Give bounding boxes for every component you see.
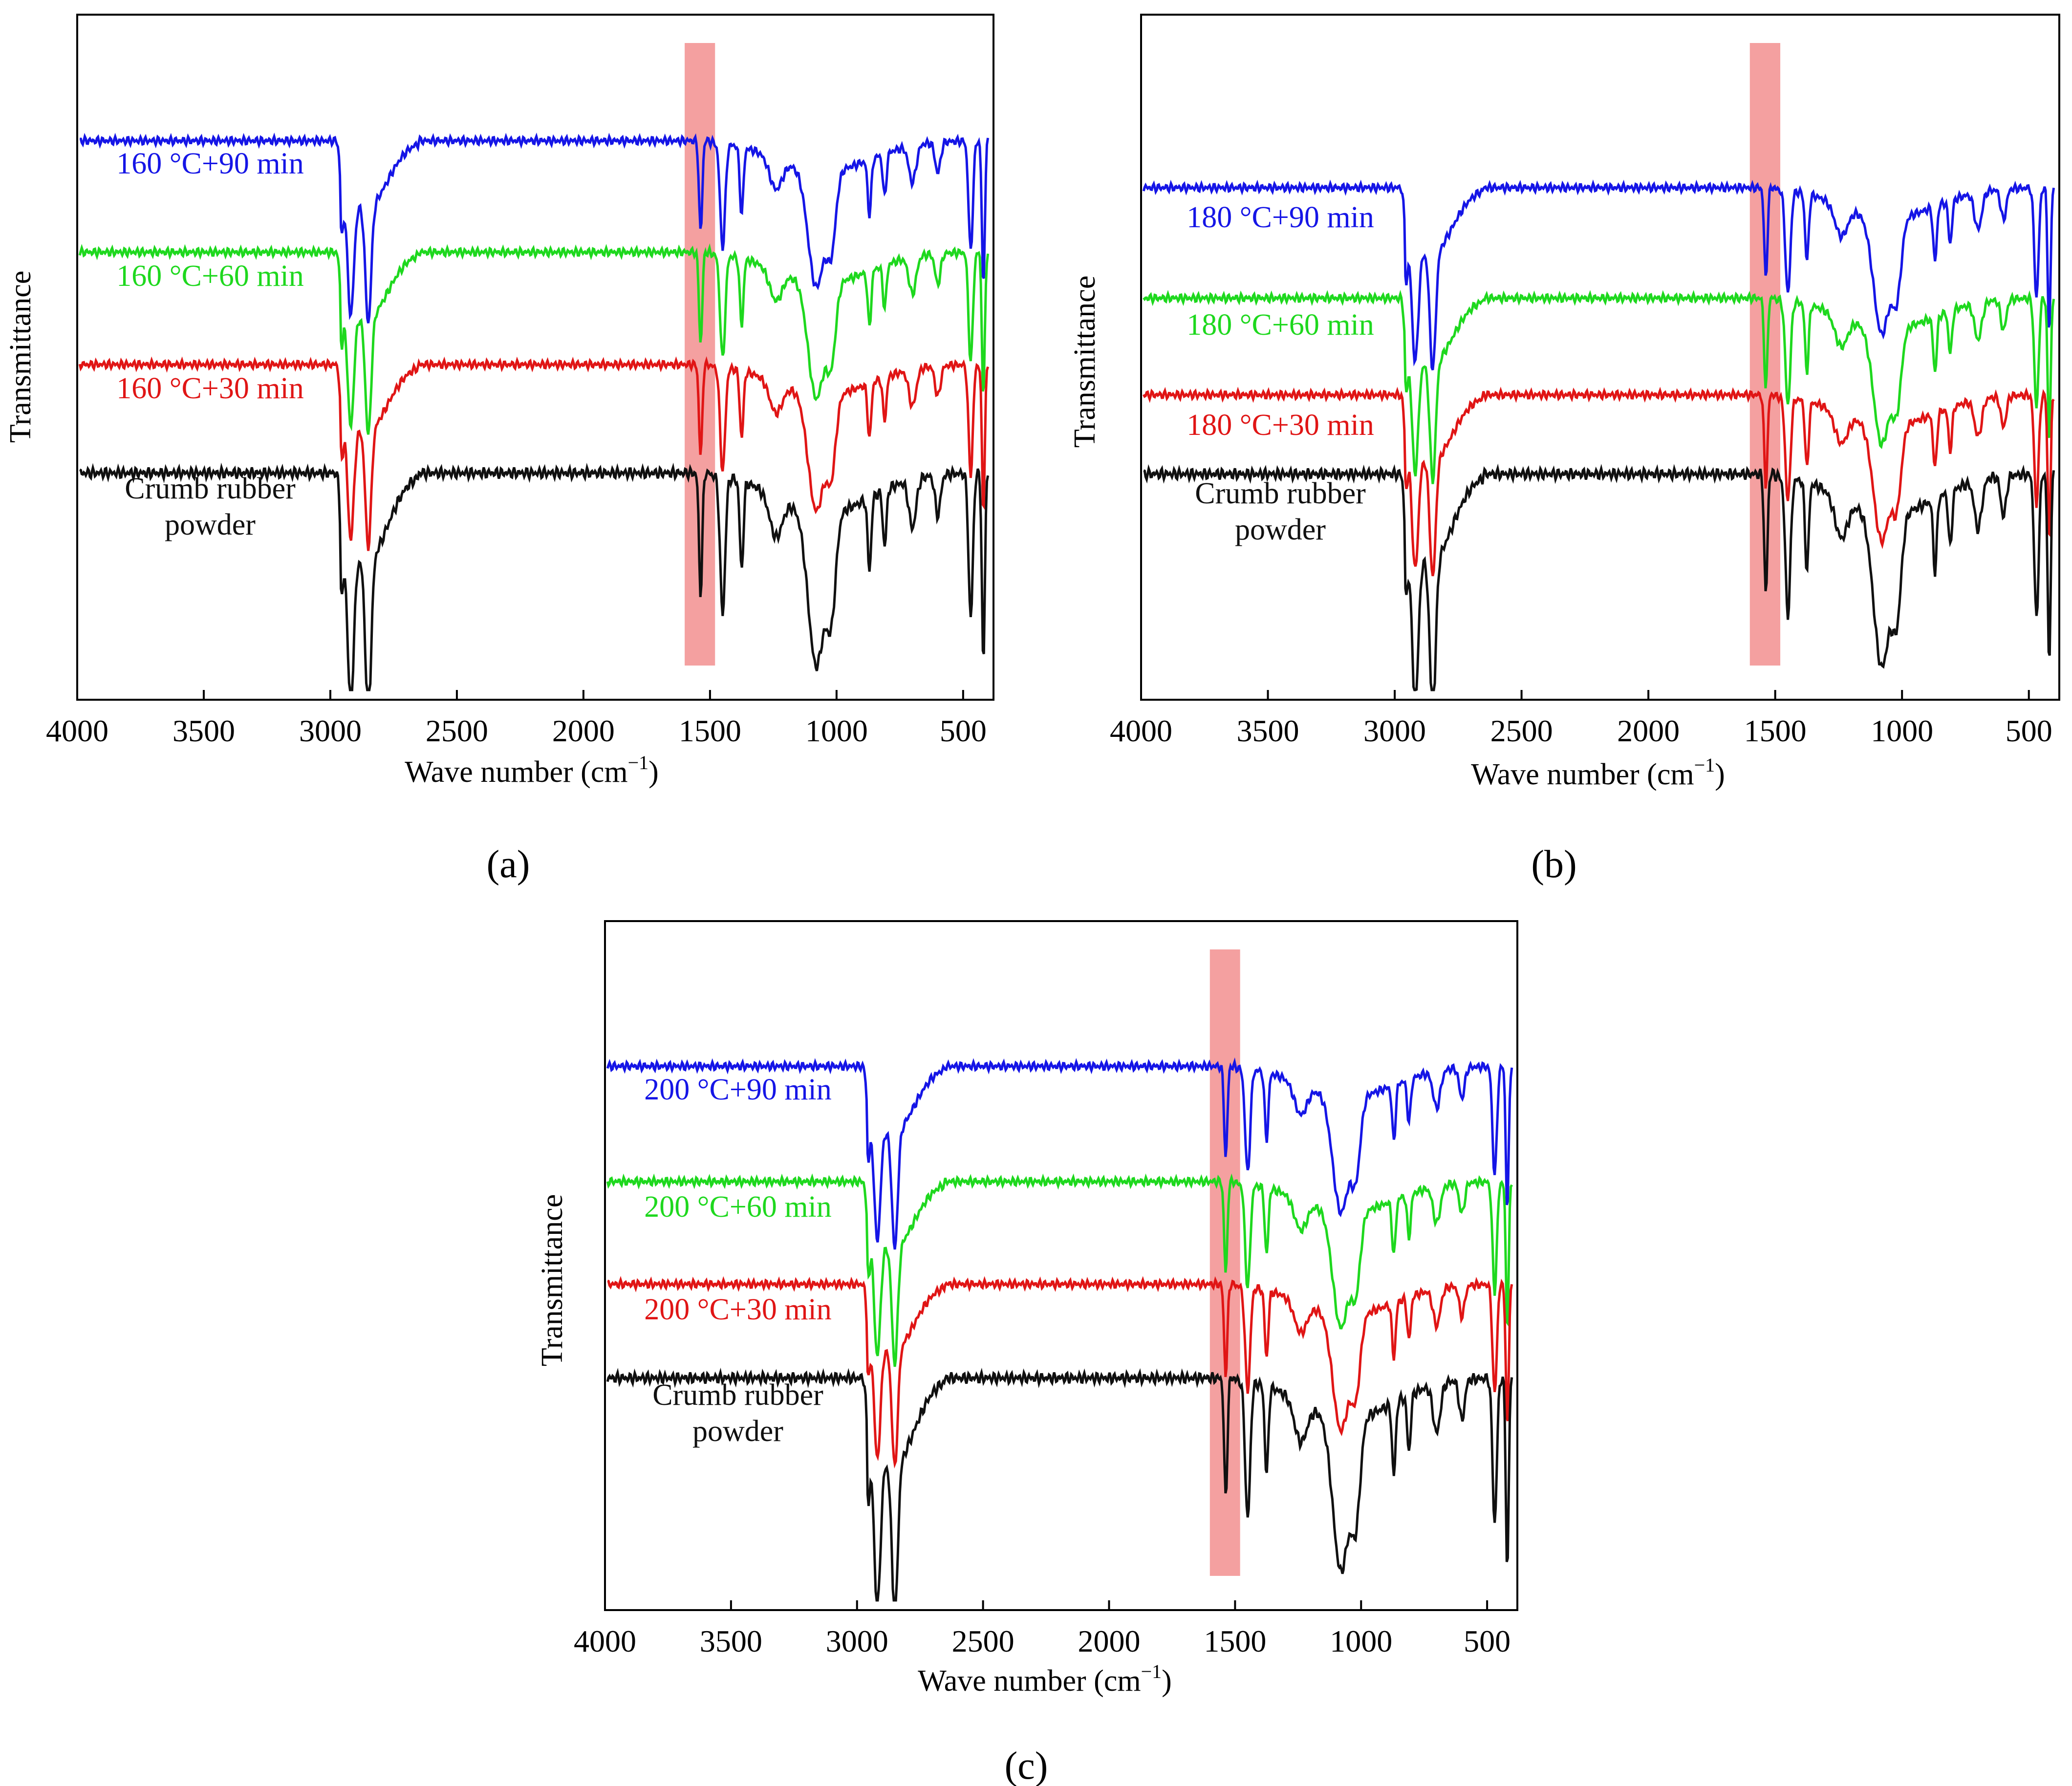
x-tick-label: 500: [1464, 1624, 1511, 1658]
plot-frame: [1140, 14, 2060, 701]
x-tick-label: 4000: [1110, 713, 1172, 748]
y-axis-label: Transmittance: [536, 1194, 569, 1366]
x-tick-label: 1000: [1871, 713, 1933, 748]
series-line-black: [1143, 463, 2055, 691]
x-tick-label: 500: [940, 713, 987, 748]
x-tick-label: 2500: [1490, 713, 1553, 748]
series-label: 200 °C+30 min: [644, 1293, 832, 1326]
x-tick-label: 3000: [299, 713, 362, 748]
x-tick-label: 2500: [426, 713, 488, 748]
series-line-green: [1143, 289, 2055, 484]
series-line-blue: [606, 1057, 1513, 1250]
x-tick-label: 1000: [1330, 1624, 1392, 1658]
x-tick-label: 500: [2006, 713, 2052, 748]
x-tick-label: 1500: [1204, 1624, 1266, 1658]
series-line-green: [78, 243, 990, 435]
x-tick-label: 3500: [173, 713, 235, 748]
panel-label: (c): [1005, 1744, 1048, 1786]
series-line-blue: [79, 132, 990, 323]
x-tick-label: 4000: [574, 1624, 636, 1658]
series-label: 200 °C+90 min: [644, 1073, 832, 1106]
x-tick-label: 3500: [1237, 713, 1299, 748]
series-label: 180 °C+60 min: [1187, 308, 1374, 342]
series-line-black: [606, 1367, 1513, 1602]
x-tick-label: 2000: [1078, 1624, 1140, 1658]
series-label: 160 °C+90 min: [116, 147, 304, 180]
x-axis-label: Wave number (cm−1): [405, 752, 659, 789]
x-tick-label: 2500: [952, 1624, 1014, 1658]
x-tick-label: 3500: [700, 1624, 762, 1658]
series-label: powder: [1235, 513, 1326, 546]
series-label: 160 °C+60 min: [116, 259, 304, 293]
series-label: powder: [692, 1415, 783, 1448]
chart-panel-2: 180 °C+90 min 180 °C+60 min 180 °C+30 min C…: [1068, 14, 2060, 886]
x-tick-label: 2000: [1617, 713, 1680, 748]
series-label: Crumb rubber: [1195, 477, 1366, 510]
y-axis-label: Transmittance: [1068, 276, 1101, 448]
series-line-blue: [1142, 179, 2055, 371]
series-line-black: [79, 462, 990, 691]
series-line-red: [78, 356, 990, 551]
x-tick-label: 1000: [805, 713, 868, 748]
x-tick-label: 2000: [552, 713, 615, 748]
series-line-red: [1142, 387, 2055, 577]
y-axis-label: Transmittance: [4, 271, 37, 443]
series-label: Crumb rubber: [125, 472, 296, 505]
series-line-green: [606, 1173, 1513, 1367]
chart-panel-3: 200 °C+90 min 200 °C+60 min 200 °C+30 min C…: [536, 920, 1518, 1786]
chart-panel-1: 160 °C+90 min 160 °C+60 min 160 °C+30 min C…: [4, 14, 994, 886]
series-label: 180 °C+90 min: [1187, 201, 1374, 234]
series-label: Crumb rubber: [652, 1378, 823, 1412]
panel-label: (b): [1531, 843, 1576, 886]
x-tick-label: 1500: [1744, 713, 1807, 748]
x-tick-label: 1500: [679, 713, 741, 748]
series-label: powder: [165, 508, 256, 541]
plot-frame: [76, 14, 994, 701]
panel-label: (a): [487, 843, 530, 886]
x-axis-label: Wave number (cm−1): [918, 1660, 1172, 1698]
x-tick-label: 4000: [46, 713, 108, 748]
x-tick-label: 3000: [826, 1624, 888, 1658]
series-label: 180 °C+30 min: [1187, 409, 1374, 442]
series-label: 200 °C+60 min: [644, 1190, 832, 1224]
x-axis-label: Wave number (cm−1): [1471, 754, 1725, 791]
x-tick-label: 3000: [1363, 713, 1426, 748]
series-label: 160 °C+30 min: [116, 372, 304, 405]
plot-frame: [604, 920, 1518, 1611]
series-line-red: [607, 1276, 1513, 1469]
